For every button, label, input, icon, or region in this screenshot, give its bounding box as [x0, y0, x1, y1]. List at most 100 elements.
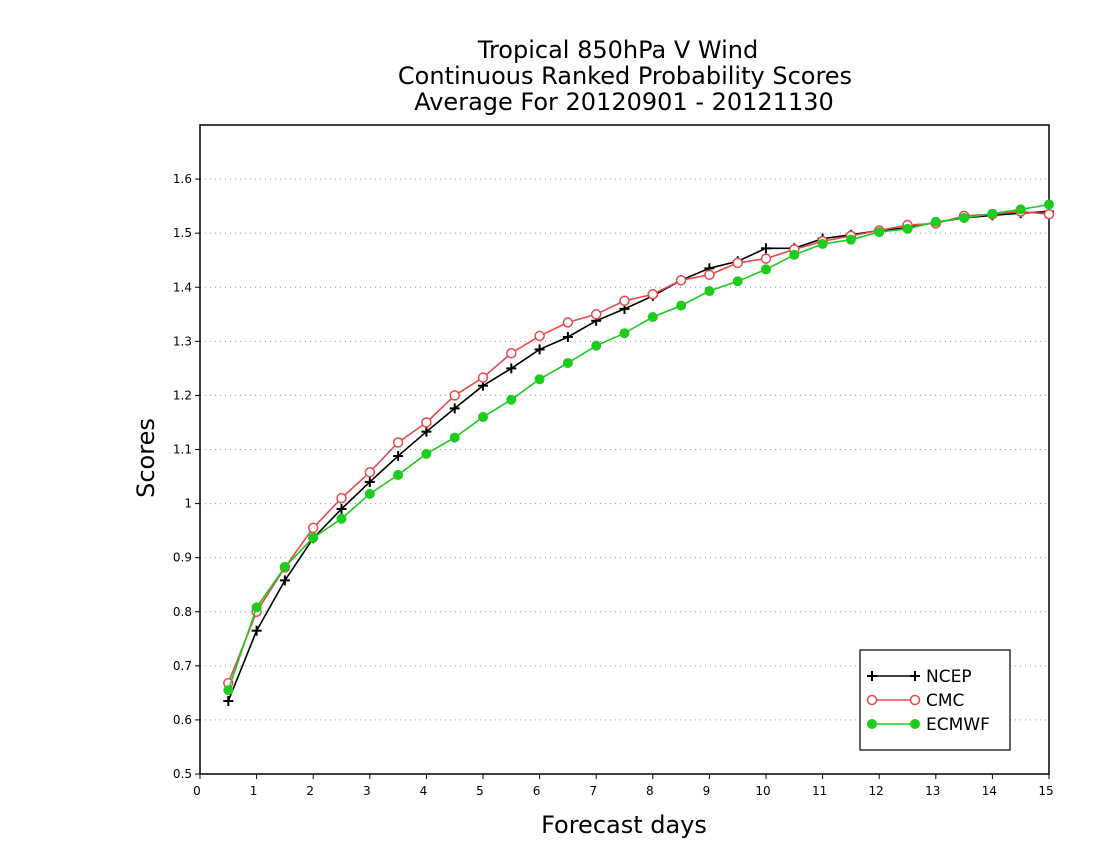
legend-label-cmc: CMC [926, 691, 964, 711]
ncep-line [227, 210, 1050, 702]
x-tick-label: 5 [476, 784, 484, 798]
cmc-point [619, 295, 630, 307]
x-tick-label: 12 [869, 784, 884, 798]
x-tick-label: 13 [925, 784, 940, 798]
ecmwf-point [817, 238, 828, 249]
ecmwf-point [223, 685, 234, 696]
ecmwf-point [676, 300, 687, 311]
cmc-point [449, 390, 460, 401]
ecmwf-point [902, 223, 913, 234]
y-tick-label: 0.6 [173, 713, 192, 727]
ecmwf-point [761, 264, 771, 275]
ncep-point [421, 426, 432, 437]
ecmwf-point [845, 234, 856, 245]
cmc-point [732, 257, 743, 269]
ecmwf-point [959, 213, 970, 224]
chart-title: Tropical 850hPa V Wind Continuous Ranked… [398, 36, 852, 116]
chart-title-line-2: Continuous Ranked Probability Scores [398, 62, 852, 90]
legend-item-ecmwf: ECMWF [867, 715, 990, 735]
ncep-point [251, 625, 262, 636]
legend-marker [867, 671, 877, 681]
ecmwf-point [1044, 199, 1054, 210]
ecmwf-point [562, 357, 573, 368]
legend-item-ncep: NCEP [867, 667, 972, 687]
legend-label-ncep: NCEP [926, 667, 972, 687]
ecmwf-point [874, 227, 885, 238]
legend-marker [910, 719, 920, 729]
legend-marker [866, 694, 878, 706]
ecmwf-point [704, 286, 715, 297]
ecmwf-point [251, 602, 262, 613]
ncep-point [279, 575, 290, 586]
ncep-point [336, 503, 347, 514]
cmc-point [421, 417, 432, 428]
cmc-point [590, 309, 602, 320]
ncep-point [562, 332, 573, 343]
legend-item-cmc: CMC [866, 691, 964, 711]
cmc-point [1043, 208, 1055, 220]
x-tick-label: 8 [646, 784, 654, 798]
chart-title-line-1: Tropical 850hPa V Wind [477, 36, 758, 64]
y-tick-label: 1.3 [173, 334, 192, 348]
y-tick-label: 0.8 [173, 605, 192, 619]
legend: NCEP CMC ECMWF [859, 649, 1011, 751]
cmc-point [675, 274, 687, 286]
y-tick-label: 1.4 [173, 280, 192, 294]
x-tick-label: 9 [703, 784, 711, 798]
ecmwf-point [732, 276, 743, 287]
ecmwf-point [987, 208, 998, 219]
x-tick-label: 15 [1038, 784, 1053, 798]
y-tick-label: 1.6 [173, 172, 192, 186]
ncep-point [449, 403, 460, 414]
x-tick-label: 11 [812, 784, 827, 798]
cmc-point [647, 289, 659, 300]
x-tick-label: 3 [363, 784, 371, 798]
plot-area [199, 124, 1050, 775]
x-tick-label: 1 [250, 784, 258, 798]
chart-title-line-3: Average For 20120901 - 20121130 [414, 88, 834, 116]
cmc-point [760, 253, 772, 264]
ecmwf-point [930, 216, 941, 227]
ecmwf-point [279, 561, 290, 572]
y-axis-label: Scores [132, 418, 160, 498]
ecmwf-point [619, 328, 630, 339]
cmc-point [562, 317, 574, 328]
ecmwf-point [478, 412, 488, 423]
x-tick-label: 4 [420, 784, 428, 798]
legend-label-ecmwf: ECMWF [926, 715, 990, 735]
ecmwf-point [421, 448, 432, 459]
ncep-point [506, 363, 517, 374]
cmc-point [364, 466, 376, 478]
ecmwf-point [534, 374, 545, 385]
y-tick-label: 1.2 [173, 388, 192, 402]
ecmwf-point [591, 340, 602, 351]
ecmwf-point [364, 488, 375, 499]
series-ecmwf [223, 199, 1054, 696]
x-tick-label: 7 [589, 784, 597, 798]
ecmwf-point [1015, 204, 1026, 215]
x-tick-label: 6 [533, 784, 541, 798]
x-tick-label: 2 [306, 784, 314, 798]
ncep-point [534, 344, 545, 355]
legend-marker [867, 719, 877, 729]
y-tick-label: 1 [184, 497, 192, 511]
cmc-line [227, 210, 1050, 684]
ecmwf-point [647, 311, 658, 322]
cmc-point [336, 492, 347, 504]
x-tick-label: 10 [755, 784, 770, 798]
series-ncep [223, 206, 1054, 706]
cmc-point [477, 372, 489, 383]
ecmwf-point [506, 394, 517, 405]
legend-marker [910, 671, 920, 681]
cmc-point [704, 269, 715, 281]
ecmwf-point [393, 469, 404, 480]
series-layer [223, 199, 1055, 706]
ncep-point [364, 476, 375, 487]
ecmwf-line [227, 203, 1050, 691]
cmc-point [534, 330, 545, 342]
cmc-point [392, 437, 404, 448]
ncep-point [223, 695, 234, 706]
y-tick-label: 0.5 [173, 767, 192, 781]
ncep-point [761, 243, 771, 254]
